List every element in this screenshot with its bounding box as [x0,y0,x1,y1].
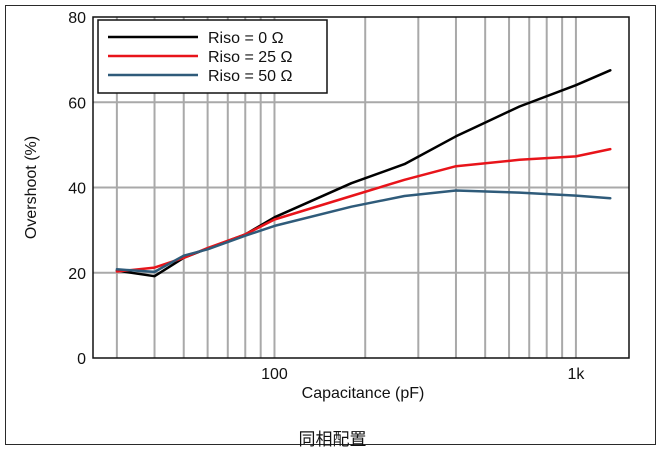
y-axis-label: Overshoot (%) [23,136,40,239]
y-tick-label: 20 [68,266,86,283]
legend-label: Riso = 0 Ω [208,30,284,47]
series-line [115,69,612,278]
legend: Riso = 0 Ω Riso = 25 Ω Riso = 50 Ω [97,19,328,94]
legend-label: Riso = 25 Ω [208,49,292,66]
y-tick-label: 0 [77,351,86,368]
series-line [115,189,612,274]
y-tick-labels: 0 20 40 60 80 [68,10,86,368]
figure-caption: 同相配置 [298,430,367,450]
x-tick-label: 1k [567,366,585,383]
y-tick-label: 80 [68,10,86,27]
y-tick-label: 60 [68,95,86,112]
grid [93,17,629,358]
y-tick-label: 40 [68,181,86,198]
plot-area [92,16,630,359]
x-tick-labels: 100 1k [261,366,585,383]
legend-label: Riso = 50 Ω [208,68,292,85]
series-lines [115,69,612,278]
x-tick-label: 100 [261,366,288,383]
x-axis-label: Capacitance (pF) [302,385,425,402]
